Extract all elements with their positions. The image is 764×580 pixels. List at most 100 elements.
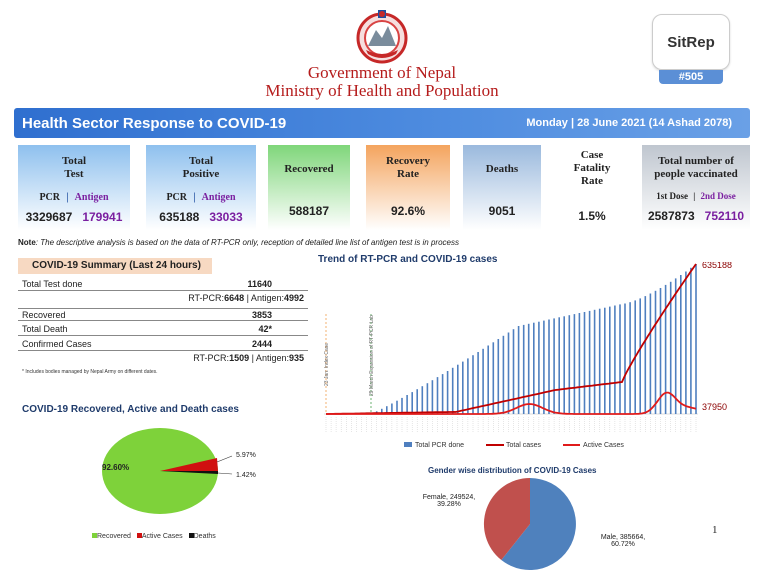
pcr-bar	[629, 302, 631, 414]
separator: |	[66, 192, 69, 203]
card-label: Recovery	[386, 155, 430, 167]
pcr-bar	[543, 320, 545, 414]
pcr-bar	[609, 306, 611, 414]
pcr-bar	[517, 326, 520, 414]
row-label: Total Test done	[22, 279, 83, 289]
pcr-bar	[598, 308, 601, 414]
card-total-test: Total Test PCR | Antigen 3329687 179941	[18, 145, 130, 230]
row-value: 42*	[258, 324, 272, 334]
pcr-bar	[502, 335, 505, 414]
pcr-bar	[421, 386, 424, 414]
pcr-bar	[568, 315, 571, 414]
pcr-label: PCR	[166, 192, 187, 203]
sitrep-title: SitRep	[667, 34, 715, 51]
pcr-bar	[522, 324, 525, 414]
outcome-pie-title: COVID-19 Recovered, Active and Death cas…	[22, 404, 239, 415]
pcr-bar	[462, 361, 464, 414]
pie-slice-active	[160, 458, 218, 471]
pcr-bar	[680, 275, 682, 414]
card-label: Positive	[182, 168, 220, 180]
analysis-note: Note: The descriptive analysis is based …	[18, 238, 459, 247]
pcr-bar	[578, 313, 581, 414]
pcr-bar	[690, 267, 692, 414]
pcr-bar	[533, 322, 535, 414]
breakdown-value: 1509	[229, 353, 250, 363]
pcr-bar	[406, 395, 408, 414]
pcr-bar	[451, 367, 454, 414]
pcr-bar	[457, 364, 459, 414]
breakdown-value: 6648	[224, 293, 245, 303]
pcr-label: PCR	[39, 192, 60, 203]
antigen-label: Antigen	[74, 192, 109, 203]
row-value: 2444	[251, 339, 272, 349]
antigen-value: 33033	[209, 210, 243, 224]
card-label: Total	[61, 155, 87, 167]
sitrep-number: #505	[659, 70, 723, 84]
pcr-bar	[669, 281, 672, 414]
female-pct: 39.28%	[437, 501, 461, 508]
banner-date: Monday | 28 June 2021 (14 Ashad 2078)	[526, 117, 732, 129]
legend-deaths: Deaths	[193, 533, 216, 540]
legend-active: Active Cases	[583, 442, 624, 449]
ministry-title: Ministry of Health and Population	[265, 81, 499, 100]
note-label: Note	[18, 238, 36, 247]
pcr-bar	[497, 339, 500, 414]
male-label: Male, 385664, 60.72%	[588, 534, 658, 548]
card-total-positive: Total Positive PCR | Antigen 635188 3303…	[146, 145, 256, 230]
breakdown-text: | Antigen:	[249, 353, 289, 363]
dose1-value: 2587873	[647, 209, 695, 223]
pcr-bar	[436, 377, 439, 414]
gov-title: Government of Nepal	[307, 63, 457, 82]
pcr-bar	[619, 304, 621, 414]
card-case-fatality-rate: Case Fatality Rate 1.5%	[554, 145, 630, 230]
pcr-bar	[548, 319, 550, 414]
total-cases-line	[326, 263, 697, 415]
male-count: Male, 385664,	[600, 534, 646, 541]
card-value: 1.5%	[578, 209, 606, 223]
gender-pie-chart	[483, 477, 576, 570]
separator: |	[693, 191, 696, 201]
label-death-pct: 1.42%	[236, 472, 256, 479]
card-vaccinated: Total number of people vaccinated 1st Do…	[642, 145, 750, 230]
summary-title: COVID-19 Summary (Last 24 hours)	[18, 258, 212, 274]
trend-chart: 23 Jan: Index Case 29 March Expansion of…	[324, 262, 732, 449]
card-label: Recovered	[284, 163, 334, 175]
pcr-bar	[391, 403, 393, 414]
sitrep-badge: SitRep #505	[652, 14, 730, 86]
summary-test-breakdown: RT-PCR:6648 | Antigen:4992	[18, 293, 308, 303]
dose2-label: 2nd Dose	[700, 191, 736, 201]
end-label-total: 635188	[702, 262, 732, 270]
pcr-bar	[563, 316, 565, 414]
pcr-bar	[416, 389, 418, 414]
breakdown-value: 4992	[283, 293, 304, 303]
separator: |	[193, 192, 196, 203]
banner: Health Sector Response to COVID-19 Monda…	[14, 108, 750, 138]
pcr-bar	[467, 358, 469, 414]
pcr-bar	[674, 278, 677, 414]
active-cases-line	[326, 391, 697, 415]
pcr-bar	[558, 317, 560, 414]
pcr-bar	[624, 303, 626, 414]
summary-row-death: Total Death 42*	[18, 323, 308, 336]
breakdown-text: RT-PCR:	[188, 293, 225, 303]
male-pct: 60.72%	[611, 541, 635, 548]
pcr-bar	[401, 397, 403, 414]
row-label: Total Death	[22, 324, 68, 334]
nepal-emblem-icon	[356, 10, 408, 64]
pcr-bar	[492, 342, 495, 414]
pcr-bar	[472, 355, 474, 414]
pcr-bar	[664, 284, 667, 414]
row-label: Confirmed Cases	[22, 339, 92, 349]
summary-row-total-test: Total Test done 11640	[18, 278, 308, 291]
pcr-bar	[573, 314, 576, 414]
pcr-bar	[426, 383, 429, 414]
summary-footnote: * Includes bodies managed by Nepal Army …	[22, 369, 158, 375]
gender-pie-title: Gender wise distribution of COVID-19 Cas…	[428, 466, 597, 475]
pcr-bar	[695, 264, 697, 414]
note-text: : The descriptive analysis is based on t…	[35, 238, 459, 247]
breakdown-text: | Antigen:	[244, 293, 284, 303]
pcr-bar	[527, 323, 530, 414]
card-label: Total number of	[658, 155, 734, 167]
pcr-bar	[411, 392, 413, 414]
breakdown-text: RT-PCR:	[193, 353, 230, 363]
